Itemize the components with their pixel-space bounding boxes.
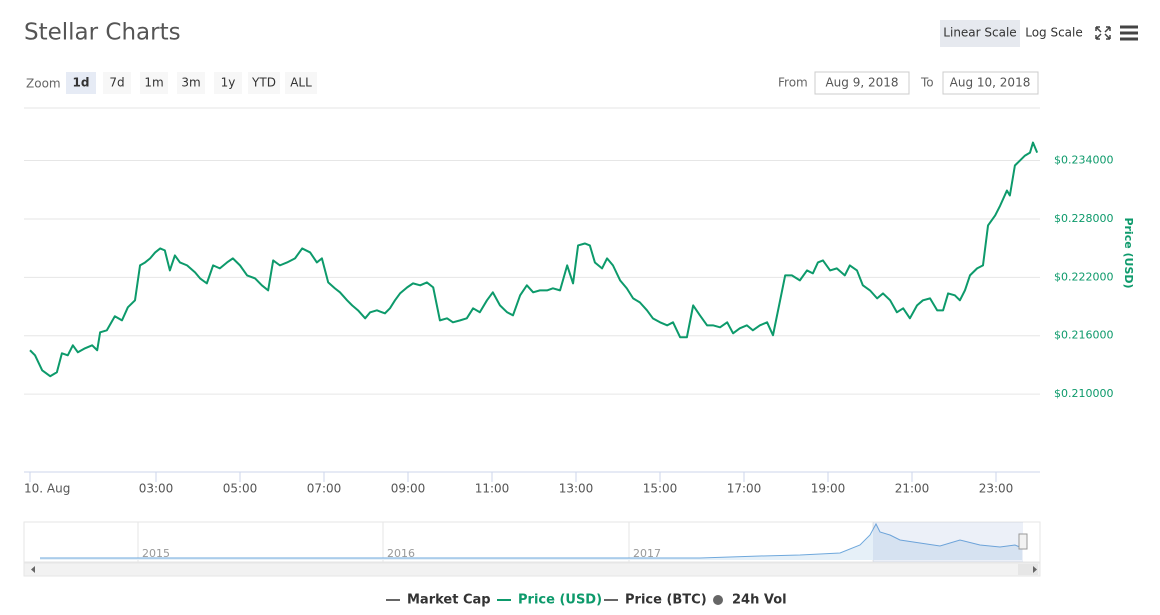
zoom-button-label[interactable]: 3m [181, 76, 200, 90]
y-tick-label: $0.222000 [1054, 270, 1114, 283]
zoom-button-label[interactable]: YTD [251, 76, 276, 90]
zoom-button-label[interactable]: ALL [290, 76, 312, 90]
x-tick-label: 23:00 [979, 482, 1014, 496]
from-input[interactable] [814, 71, 910, 95]
page-title: Stellar Charts [24, 20, 181, 46]
zoom-button[interactable] [140, 72, 168, 94]
from-value[interactable]: Aug 9, 2018 [825, 76, 898, 90]
zoom-button[interactable] [248, 72, 280, 94]
y-tick-label: $0.228000 [1054, 212, 1114, 225]
zoom-button[interactable] [103, 72, 131, 94]
zoom-button[interactable] [66, 72, 96, 94]
y-axis-title: Price (USD) [1122, 217, 1135, 288]
x-tick-label: 11:00 [475, 482, 510, 496]
navigator-label: 2017 [633, 547, 661, 560]
zoom-button[interactable] [214, 72, 242, 94]
to-label: To [920, 76, 934, 90]
x-tick-label: 15:00 [643, 482, 678, 496]
x-tick-label: 21:00 [895, 482, 930, 496]
legend-label[interactable]: Price (USD) [518, 593, 602, 608]
x-tick-label: 13:00 [559, 482, 594, 496]
y-tick-label: $0.210000 [1054, 387, 1114, 400]
zoom-button-label[interactable]: 1y [221, 76, 236, 90]
to-input[interactable] [942, 71, 1039, 95]
navigator-handle[interactable] [1018, 533, 1028, 550]
menu-icon[interactable] [1120, 25, 1138, 41]
navigator-mask[interactable] [873, 522, 1023, 562]
y-tick-label: $0.234000 [1054, 154, 1114, 167]
log-scale-label[interactable]: Log Scale [1025, 26, 1083, 40]
zoom-button-label[interactable]: 1d [73, 76, 90, 90]
linear-scale-label[interactable]: Linear Scale [943, 26, 1016, 40]
zoom-button[interactable] [177, 72, 205, 94]
price-line [29, 141, 1039, 378]
x-tick-label: 03:00 [139, 482, 174, 496]
legend-label[interactable]: Price (BTC) [625, 593, 707, 608]
navigator-label: 2016 [387, 547, 415, 560]
legend-label[interactable]: Market Cap [407, 593, 491, 608]
navigator-area [40, 524, 1022, 560]
navigator-line [40, 522, 1023, 559]
zoom-button-label[interactable]: 7d [109, 76, 124, 90]
x-tick-label: 07:00 [307, 482, 342, 496]
x-tick-label: 19:00 [811, 482, 846, 496]
from-label: From [778, 76, 808, 90]
zoom-label: Zoom [26, 77, 61, 91]
to-value[interactable]: Aug 10, 2018 [950, 76, 1031, 90]
legend-label[interactable]: 24h Vol [732, 593, 787, 608]
zoom-button[interactable] [285, 72, 317, 94]
x-tick-label: 10. Aug [24, 482, 70, 496]
scrollbar-thumb[interactable] [1018, 564, 1038, 575]
x-tick-label: 05:00 [223, 482, 258, 496]
legend-symbol[interactable] [713, 595, 723, 605]
navigator-label: 2015 [142, 547, 170, 560]
x-tick-label: 09:00 [391, 482, 426, 496]
linear-scale-button[interactable] [940, 20, 1020, 47]
scrollbar[interactable] [23, 562, 1041, 577]
fullscreen-icon[interactable] [1095, 26, 1111, 40]
zoom-button-label[interactable]: 1m [144, 76, 163, 90]
x-tick-label: 17:00 [727, 482, 762, 496]
y-tick-label: $0.216000 [1054, 329, 1114, 342]
